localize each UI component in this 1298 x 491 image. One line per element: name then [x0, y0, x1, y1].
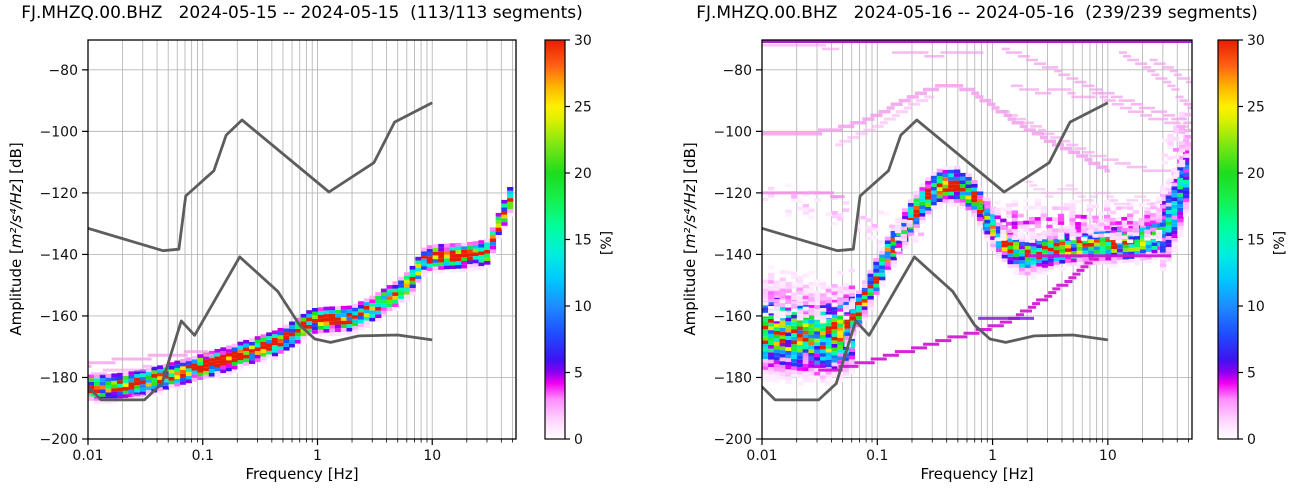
y-tick-label: −160: [714, 309, 752, 325]
x-axis-label-right: Frequency [Hz]: [920, 465, 1034, 483]
colorbar-tick-label: 5: [574, 366, 583, 382]
trace-top-left-pink: [762, 43, 840, 51]
colorbar-tick-label: 15: [1247, 233, 1265, 249]
y-axis-label-units: m²/s⁴/Hz: [7, 184, 25, 249]
colorbar-gradient: [545, 40, 565, 439]
y-tick-label: −180: [40, 370, 78, 386]
y-axis-label-suffix: ] [dB]: [681, 142, 699, 185]
y-tick-label: −200: [714, 432, 752, 448]
trace-magenta-diagonal-mode: [818, 257, 1099, 372]
trace-pink-descending-5: [1149, 58, 1192, 84]
colorbar-tick-label: 20: [574, 166, 592, 182]
colorbar-tick-label: 0: [574, 432, 583, 448]
ppsd-panel-left: 0.01 0.1 1 10 −80 −100 −120 −140 −160 −180 −200 0 5 1…: [40, 33, 592, 464]
plot-title-left: FJ.MHZQ.00.BHZ 2024-05-15 -- 2024-05-15 …: [21, 3, 583, 23]
y-tick-label: −100: [714, 124, 752, 140]
y-axis-label-units: m²/s⁴/Hz: [681, 184, 699, 249]
x-tick-label: 0.1: [866, 448, 888, 464]
colorbar-tick-label: 30: [574, 33, 592, 49]
axes-frame: [761, 39, 1193, 440]
y-tick-label: −200: [40, 432, 78, 448]
trace-pink-outlier-upper: [88, 350, 214, 368]
trace-pink-descending-4: [1119, 51, 1192, 110]
x-tick-label: 10: [1099, 448, 1117, 464]
trace-top-pink-wiggle: [892, 51, 984, 58]
colorbar-tick-label: 10: [1247, 299, 1265, 315]
ppsd-panel-right: 0.01 0.1 1 10 −80 −100 −120 −140 −160 −180 −200 0 5 1…: [714, 33, 1265, 464]
x-axis-label-left: Frequency [Hz]: [245, 465, 359, 483]
colorbar-tick-label: 15: [574, 233, 592, 249]
colorbar-tick-label: 25: [574, 100, 592, 116]
y-axis-label-left: Amplitude [m²/s⁴/Hz] [dB]: [7, 142, 25, 335]
trace-pink-descending-1: [1001, 47, 1192, 125]
trace-pink-descending-3: [1001, 110, 1172, 172]
colorbar-tick-label: 25: [1247, 100, 1265, 116]
y-tick-label: −140: [714, 247, 752, 263]
y-tick-label: −80: [48, 63, 78, 79]
axis-ticks: [756, 69, 1189, 445]
x-tick-label: 1: [313, 448, 322, 464]
y-tick-label: −80: [722, 63, 752, 79]
y-axis-label-prefix: Amplitude [: [7, 248, 25, 336]
nlnm-noise-model-curve: [88, 255, 433, 402]
nhnm-noise-model-curve: [762, 101, 1109, 253]
y-tick-label: −120: [40, 186, 78, 202]
trace-pink-line-120: [762, 191, 845, 199]
colorbar-tick-label: 30: [1247, 33, 1265, 49]
nlnm-noise-model-curve: [762, 255, 1108, 402]
x-tick-label: 0.01: [72, 448, 103, 464]
trace-pink-outlier-upper-2: [90, 364, 153, 376]
axes-frame: [87, 39, 517, 440]
y-tick-label: −180: [714, 370, 752, 386]
x-tick-label: 0.1: [192, 448, 214, 464]
colorbar-label-left: [%]: [599, 230, 615, 256]
ppsd-data: [762, 40, 1192, 402]
y-axis-label-suffix: ] [dB]: [7, 142, 25, 185]
y-tick-label: −100: [40, 124, 78, 140]
y-tick-label: −120: [714, 186, 752, 202]
colorbar-tick-label: 5: [1247, 366, 1256, 382]
trace-pink-arc: [762, 84, 1110, 173]
grid: [87, 40, 516, 439]
y-tick-label: −160: [40, 309, 78, 325]
nhnm-noise-model-curve: [88, 101, 433, 253]
colorbar-label-right: [%]: [1272, 230, 1288, 256]
y-axis-label-prefix: Amplitude [: [681, 248, 699, 336]
trace-pink-arc-secondary: [835, 95, 935, 147]
y-axis-label-right: Amplitude [m²/s⁴/Hz] [dB]: [681, 142, 699, 335]
trace-pink-descending-2: [1010, 84, 1192, 132]
x-tick-label: 1: [988, 448, 997, 464]
colorbar-tick-label: 20: [1247, 166, 1265, 182]
axis-ticks: [82, 69, 513, 445]
colorbar-tick-label: 10: [574, 299, 592, 315]
ppsd-data: [88, 101, 514, 405]
colorbar-tick-label: 0: [1247, 432, 1256, 448]
colorbar-gradient: [1218, 40, 1238, 439]
plot-title-right: FJ.MHZQ.00.BHZ 2024-05-16 -- 2024-05-16 …: [696, 3, 1258, 23]
y-tick-label: −140: [40, 247, 78, 263]
x-tick-label: 10: [423, 448, 441, 464]
x-tick-label: 0.01: [746, 448, 777, 464]
trace-pink-mid-wiggles: [1025, 180, 1158, 209]
